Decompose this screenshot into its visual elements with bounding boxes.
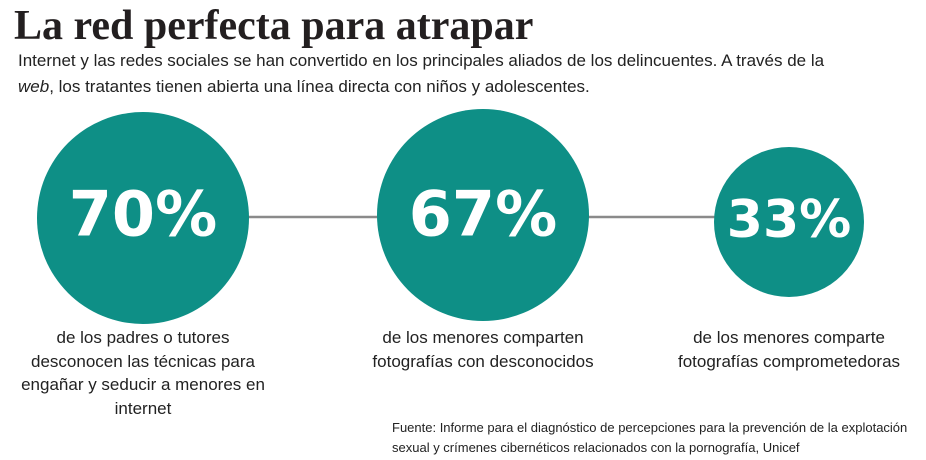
source: Fuente: Informe para el diagnóstico de p… xyxy=(392,420,908,455)
figure: 33% xyxy=(727,190,851,250)
circle xyxy=(377,109,589,321)
circle xyxy=(37,112,249,324)
title: La red perfecta para atrapar xyxy=(14,3,534,49)
figure: 70% xyxy=(69,178,217,251)
circle xyxy=(714,147,864,297)
caption: de los menores comparte fotografías comp… xyxy=(677,328,901,371)
figure: 67% xyxy=(409,178,557,251)
subtitle-text: Internet y las redes sociales se han con… xyxy=(18,51,825,70)
subtitle: Internet y las redes sociales se han con… xyxy=(18,48,918,100)
subtitle-emphasis: web xyxy=(18,77,50,96)
caption: de los padres o tutores desconocen las t… xyxy=(21,328,265,418)
caption: de los menores comparten fotografías con… xyxy=(372,328,594,371)
subtitle-text: , los tratantes tienen abierta una línea… xyxy=(49,77,590,96)
